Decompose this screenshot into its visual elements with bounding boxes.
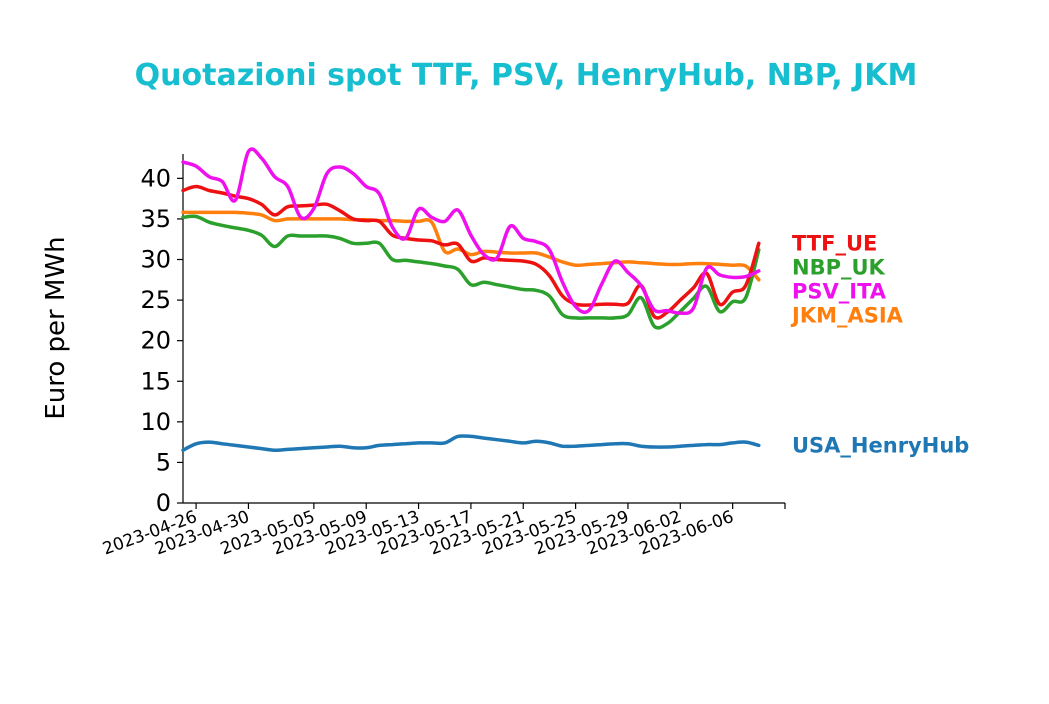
y-tick-label: 5 [156,448,171,476]
y-tick-label: 15 [140,367,171,395]
series-lines [181,147,761,452]
series-line-nbp-uk [181,214,761,330]
chart-title: Quotazioni spot TTF, PSV, HenryHub, NBP,… [135,58,918,93]
series-line-usa-henryhub [181,434,761,452]
series-label-jkm-asia: JKM_ASIA [790,303,904,327]
y-axis-label: Euro per MWh [41,236,71,419]
y-axis-ticks: 0 5 10 15 20 25 30 35 40 [140,164,183,517]
y-tick-label: 10 [140,408,171,436]
series-line-ttf-ue [181,184,761,320]
y-tick-label: 25 [140,286,171,314]
series-label-nbp-uk: NBP_UK [792,255,886,279]
series-label-psv-ita: PSV_ITA [792,279,887,303]
plot-area: 0 5 10 15 20 25 30 35 40 2023-04-262023-04-30202… [100,147,969,559]
series-label-usa-henryhub: USA_HenryHub [792,433,969,457]
series-label-ttf-ue: TTF_UE [792,231,877,255]
y-tick-label: 20 [140,327,171,355]
y-tick-label: 0 [156,489,171,517]
y-tick-label: 30 [140,246,171,274]
series-line-psv-ita [181,147,761,316]
y-tick-label: 40 [140,164,171,192]
x-axis-ticks: 2023-04-262023-04-302023-05-052023-05-09… [100,503,786,559]
series-line-jkm-asia [181,210,761,282]
y-tick-label: 35 [140,205,171,233]
